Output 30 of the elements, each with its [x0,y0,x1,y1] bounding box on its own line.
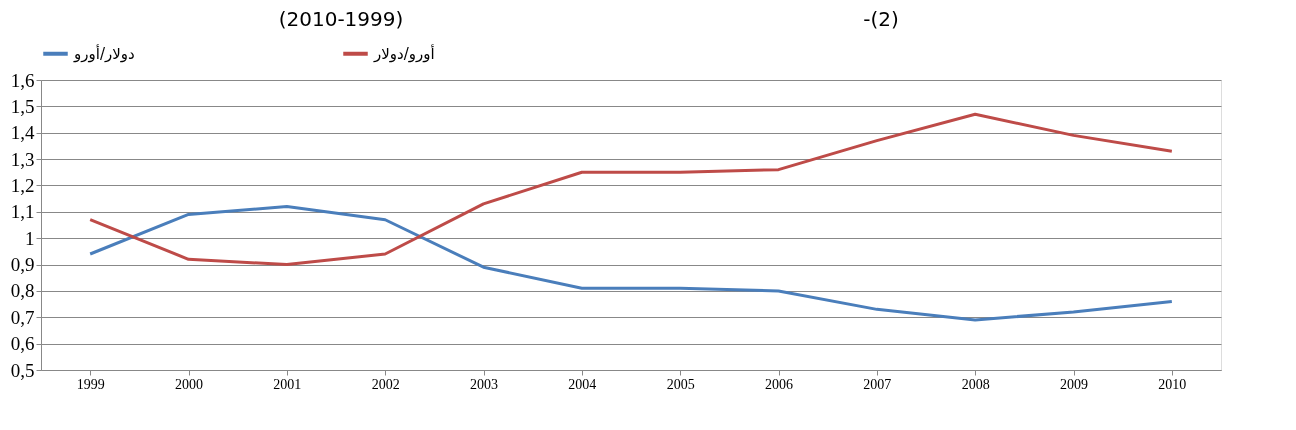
x-tick-label: 2003 [470,376,498,392]
line-series [88,205,1174,322]
y-tick-label: 1,2 [10,174,35,196]
y-tick-label: 0,6 [10,333,35,355]
x-tick-label: 2007 [863,376,892,392]
x-tick-label: 2004 [568,376,597,392]
x-tick-label: 2001 [273,376,302,392]
legend-label: أورو/دولار [373,43,435,63]
y-tick-label: 0,7 [10,306,35,328]
y-tick-label: 1,6 [10,69,35,91]
y-tick-label: 0,9 [10,254,35,276]
line-series [88,112,1174,267]
x-tick-label: 1999 [76,376,105,392]
text: -(2) [863,7,899,31]
y-tick-label: 0,8 [10,280,35,302]
x-tick-label: 2010 [1158,376,1187,392]
y-tick-label: 1,4 [10,122,35,144]
x-tick-label: 2005 [666,376,695,392]
x-tick-label: 2002 [371,376,400,392]
x-tick-label: 2006 [765,376,793,392]
x-tick-label: 2008 [961,376,990,392]
legend-label: دولار/أورو [73,43,135,63]
y-tick-label: 1 [25,227,35,249]
x-tick-label: 2009 [1060,376,1088,392]
chart-title: (2010-1999) [278,7,404,31]
y-tick-label: 1,1 [10,201,35,223]
y-tick-label: 1,3 [10,148,35,170]
y-tick-label: 1,5 [10,95,35,117]
y-tick-label: 0,5 [10,359,35,381]
x-tick-label: 2000 [175,376,203,392]
